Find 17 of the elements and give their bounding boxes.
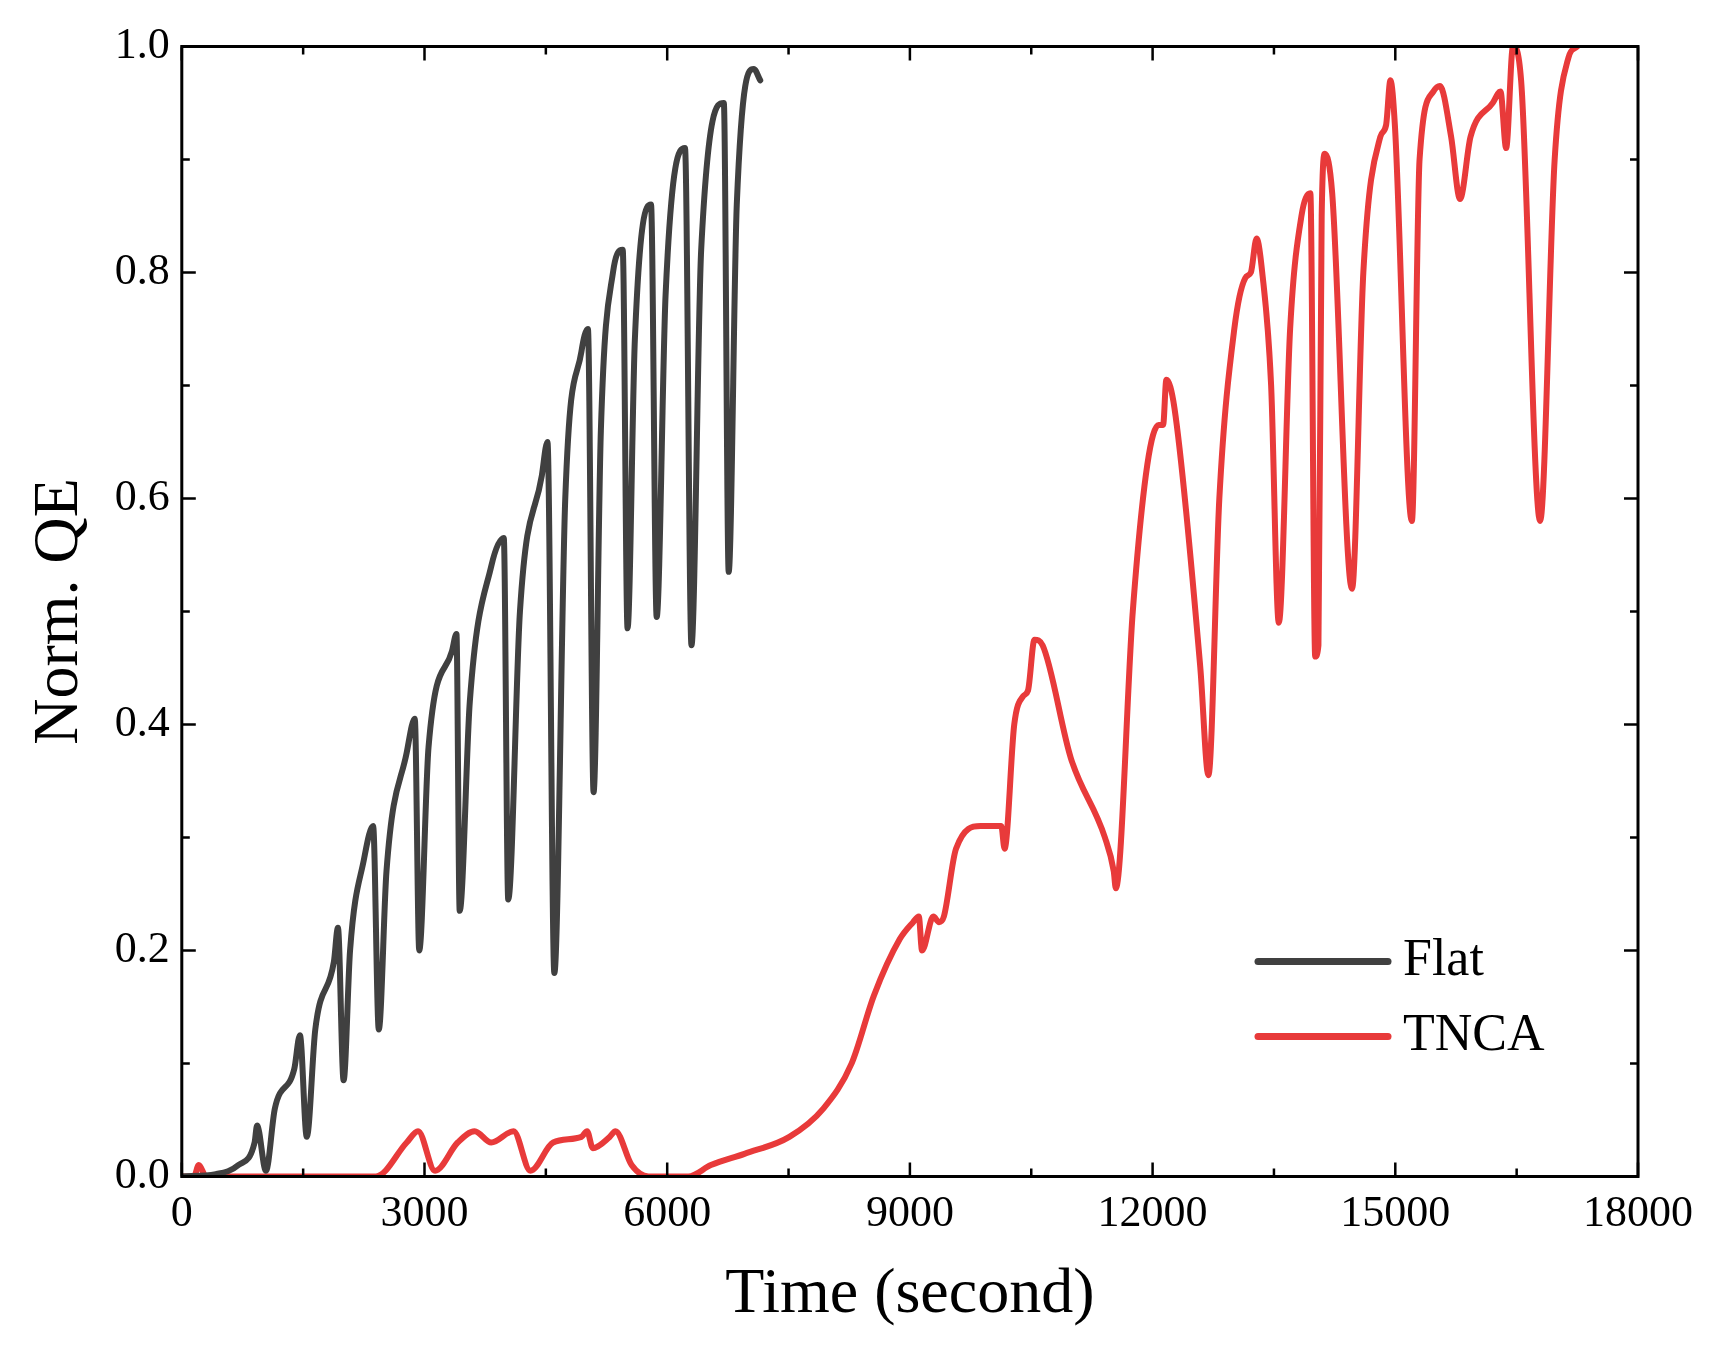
y-tick-label: 0.0 [114, 1148, 170, 1198]
x-tick-label: 6000 [623, 1187, 712, 1237]
y-tick-label: 0.8 [114, 244, 170, 294]
legend-label: Flat [1403, 929, 1485, 987]
y-tick-label: 0.2 [114, 922, 170, 972]
x-tick-label: 12000 [1097, 1187, 1208, 1237]
x-tick-label: 9000 [865, 1187, 954, 1237]
x-tick-label: 15000 [1340, 1187, 1451, 1237]
x-axis-title: Time (second) [725, 1255, 1095, 1327]
legend-label: TNCA [1403, 1004, 1545, 1062]
x-tick-label: 3000 [380, 1187, 469, 1237]
x-tick-label: 0 [170, 1187, 193, 1237]
x-tick-label: 18000 [1583, 1187, 1693, 1237]
y-tick-label: 0.4 [114, 696, 170, 746]
y-tick-label: 1.0 [114, 18, 170, 68]
y-tick-label: 0.6 [114, 470, 170, 520]
y-axis-title: Norm. QE [20, 478, 92, 745]
